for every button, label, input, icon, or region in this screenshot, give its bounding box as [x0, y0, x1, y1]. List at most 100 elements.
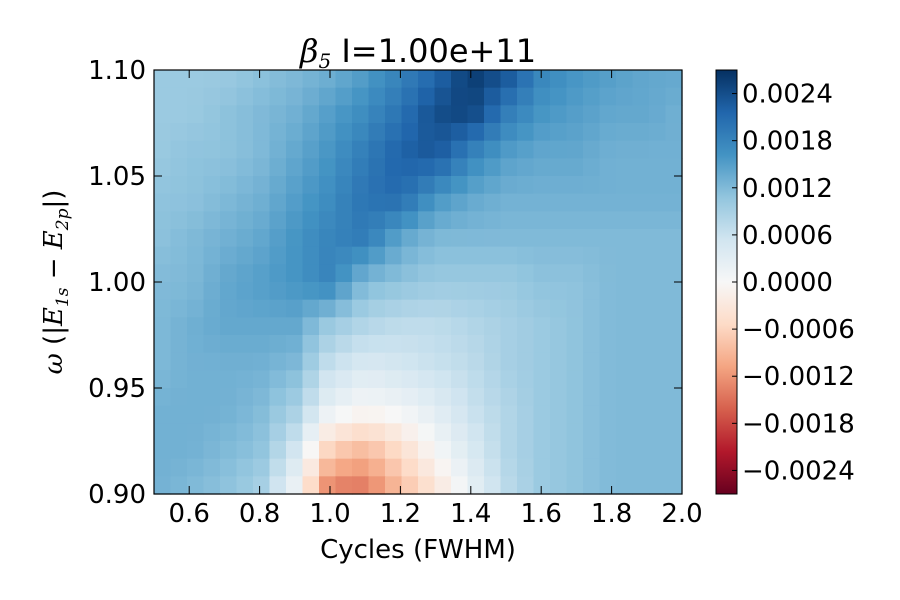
heatmap-cell	[236, 158, 254, 177]
heatmap-cell	[533, 282, 551, 301]
heatmap-cell	[368, 423, 386, 442]
heatmap-cell	[154, 193, 172, 212]
heatmap-cell	[335, 423, 353, 442]
heatmap-cell	[236, 282, 254, 301]
heatmap-cell	[302, 246, 320, 265]
heatmap-cell	[533, 246, 551, 265]
heatmap-cell	[368, 211, 386, 230]
heatmap-cell	[220, 264, 238, 283]
heatmap-cell	[434, 458, 452, 477]
heatmap-cell	[517, 335, 535, 354]
heatmap-cell	[500, 158, 518, 177]
heatmap-cell	[616, 441, 634, 460]
heatmap-cell	[236, 176, 254, 195]
heatmap-cell	[154, 405, 172, 424]
heatmap-cell	[500, 211, 518, 230]
heatmap-cell	[368, 158, 386, 177]
heatmap-cell	[533, 388, 551, 407]
heatmap-cell	[220, 193, 238, 212]
heatmap-cell	[434, 405, 452, 424]
heatmap-cell	[203, 140, 221, 159]
heatmap-cell	[467, 335, 485, 354]
heatmap-cell	[401, 123, 419, 142]
heatmap-cell	[253, 352, 271, 371]
heatmap-cell	[302, 441, 320, 460]
heatmap-cell	[599, 476, 617, 495]
heatmap-cell	[599, 335, 617, 354]
heatmap-cell	[352, 87, 370, 106]
heatmap-cell	[203, 158, 221, 177]
heatmap-cell	[550, 299, 568, 318]
heatmap-cell	[484, 87, 502, 106]
heatmap-cell	[434, 229, 452, 248]
heatmap-cell	[269, 299, 287, 318]
heatmap-cell	[434, 87, 452, 106]
heatmap-cell	[319, 140, 337, 159]
heatmap-cell	[220, 476, 238, 495]
heatmap-cell	[187, 405, 205, 424]
heatmap-cell	[286, 176, 304, 195]
heatmap-cell	[418, 193, 436, 212]
heatmap-cell	[170, 105, 188, 124]
heatmap-cell	[385, 140, 403, 159]
heatmap-cell	[368, 105, 386, 124]
heatmap-cell	[154, 105, 172, 124]
heatmap-cell	[484, 405, 502, 424]
heatmap-cell	[203, 423, 221, 442]
heatmap-cell	[401, 476, 419, 495]
heatmap-cell	[649, 405, 667, 424]
heatmap-cell	[368, 229, 386, 248]
heatmap-cell	[616, 423, 634, 442]
heatmap-cell	[418, 476, 436, 495]
heatmap-cell	[335, 229, 353, 248]
heatmap-cell	[286, 405, 304, 424]
heatmap-cell	[451, 476, 469, 495]
heatmap-cell	[550, 193, 568, 212]
heatmap-cell	[566, 405, 584, 424]
heatmap-cell	[451, 211, 469, 230]
heatmap-cell	[335, 299, 353, 318]
heatmap-cell	[302, 105, 320, 124]
heatmap-cell	[599, 299, 617, 318]
heatmap-cell	[500, 476, 518, 495]
heatmap-cell	[187, 246, 205, 265]
heatmap-cell	[401, 70, 419, 89]
heatmap-cell	[187, 70, 205, 89]
heatmap-cell	[302, 140, 320, 159]
heatmap-cell	[368, 335, 386, 354]
heatmap-cell	[566, 458, 584, 477]
heatmap-cell	[401, 335, 419, 354]
heatmap-cell	[566, 388, 584, 407]
heatmap-cell	[335, 140, 353, 159]
heatmap-cell	[352, 176, 370, 195]
heatmap-cell	[599, 317, 617, 336]
heatmap-cell	[170, 140, 188, 159]
heatmap-cell	[203, 246, 221, 265]
heatmap-cell	[236, 70, 254, 89]
heatmap-cell	[352, 405, 370, 424]
heatmap-cell	[187, 458, 205, 477]
heatmap-cell	[286, 441, 304, 460]
heatmap-cell	[616, 299, 634, 318]
heatmap-cell	[335, 282, 353, 301]
heatmap-cell	[583, 229, 601, 248]
heatmap-cell	[517, 441, 535, 460]
heatmap-cell	[533, 441, 551, 460]
heatmap-cell	[335, 317, 353, 336]
heatmap-cell	[583, 246, 601, 265]
heatmap-cell	[286, 299, 304, 318]
heatmap-cell	[269, 158, 287, 177]
heatmap-cell	[517, 370, 535, 389]
heatmap-cell	[335, 87, 353, 106]
heatmap-cell	[632, 211, 650, 230]
heatmap-cell	[632, 246, 650, 265]
heatmap-cell	[649, 123, 667, 142]
heatmap-cell	[566, 423, 584, 442]
heatmap-cell	[368, 352, 386, 371]
heatmap-cell	[352, 282, 370, 301]
heatmap-cell	[203, 87, 221, 106]
heatmap-cell	[302, 176, 320, 195]
heatmap-cell	[599, 264, 617, 283]
heatmap-cell	[269, 123, 287, 142]
